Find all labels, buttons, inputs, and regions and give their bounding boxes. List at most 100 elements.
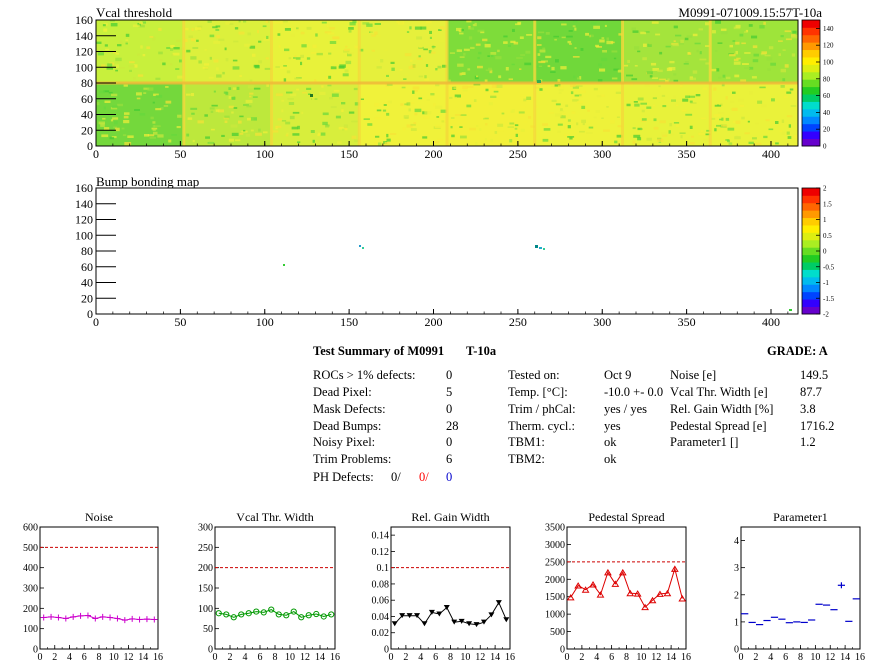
pixel-speckle [640,31,647,35]
pixel-speckle [692,70,698,74]
pixel-speckle [370,30,377,35]
pixel-speckle [669,60,675,64]
pixel-speckle [404,53,412,57]
pixel-speckle [735,41,740,45]
pixel-speckle [124,142,132,146]
pixel-speckle [362,22,370,25]
pixel-speckle [114,127,120,132]
pixel-speckle [134,109,140,111]
pixel-speckle [125,39,129,43]
pixel-speckle [115,52,120,55]
pixel-speckle [374,102,380,107]
vcal-thr-width-data-point [320,613,327,620]
pixel-speckle [275,66,280,68]
pixel-speckle [560,108,563,112]
x-tick-label: 200 [425,147,443,161]
noise-data-point [84,612,91,619]
colorbar-band [802,306,820,315]
pixel-speckle [345,45,348,48]
pixel-speckle [419,46,423,48]
pixel-speckle [281,20,288,23]
roc-tile [534,20,623,83]
pedestal-spread-data-point [566,593,575,601]
pixel-speckle [588,126,594,129]
pixel-speckle [480,31,485,34]
pixel-speckle [731,107,738,111]
pixel-speckle [637,97,644,101]
pixel-speckle [514,127,518,130]
summary-value: 6 [446,452,453,466]
pixel-speckle [122,134,127,137]
pixel-speckle [243,129,246,132]
pixel-speckle [143,87,150,90]
pixel-speckle [547,65,551,68]
pixel-speckle [390,133,397,135]
summary-label: Mask Defects: [313,402,386,416]
summary-label: Vcal Thr. Width [e] [670,385,768,399]
bump-bonding-colorbar: 2 1.5 1 0.5 0 -0.5 -1 -1.5 -2 [801,185,835,319]
pixel-speckle [152,129,156,131]
summary-label: TBM2: [508,452,545,466]
pixel-speckle [509,122,515,125]
pixel-speckle [483,117,489,120]
x-tick-label: 14 [315,652,325,663]
colorbar-band [802,42,820,51]
colorbar-band [802,138,820,147]
y-tick-label: 0 [87,307,93,321]
pixel-speckle [720,103,723,106]
pixel-speckle [377,27,381,31]
pixel-speckle [374,31,378,35]
pixel-speckle [418,97,423,100]
pixel-speckle [228,95,234,99]
pixel-speckle [749,66,754,70]
pixel-speckle [289,93,297,97]
x-tick-label: 6 [258,652,263,663]
pixel-speckle [168,139,172,143]
pixel-speckle [631,27,636,31]
x-tick-label: 10 [636,652,646,663]
y-tick-label: 0 [33,645,38,656]
pixel-speckle [572,56,580,58]
pixel-speckle [742,63,749,65]
x-tick-label: 10 [109,652,119,663]
pixel-speckle [139,113,146,116]
pixel-speckle [96,41,102,44]
pixel-speckle [289,115,295,120]
pixel-speckle [463,52,466,56]
pixel-speckle [744,31,747,33]
pixel-speckle [132,24,140,28]
pixel-speckle [495,56,502,60]
rel-gain-width-data-point [414,613,421,619]
pixel-speckle [218,38,225,42]
pixel-speckle [435,105,443,109]
pixel-speckle [634,65,638,67]
y-tick-label: 100 [198,604,213,615]
summary-value: ok [604,452,617,466]
rel-gain-width-title: Rel. Gain Width [411,510,489,524]
pixel-speckle [137,74,144,77]
pixel-speckle [403,78,407,80]
pixel-speckle [603,129,610,132]
pixel-speckle [545,55,552,59]
pixel-speckle [139,22,143,24]
bump-defect-mark [543,248,545,250]
pixel-speckle [188,35,193,38]
pixel-speckle [646,137,652,141]
pixel-speckle [410,64,417,68]
pixel-speckle [383,102,388,105]
pixel-speckle [763,21,766,25]
pixel-speckle [653,118,657,122]
noise-data-point [121,617,128,624]
pixel-speckle [519,36,524,39]
pixel-speckle [610,41,615,44]
pixel-speckle [453,87,458,90]
colorbar-tick-label: 1.5 [823,200,832,208]
pixel-speckle [152,101,155,104]
pixel-speckle [351,120,358,123]
pixel-speckle [512,28,515,32]
pixel-speckle [312,44,317,48]
noise-data-point [77,612,84,619]
pixel-speckle [579,130,585,133]
pixel-speckle [673,25,678,29]
